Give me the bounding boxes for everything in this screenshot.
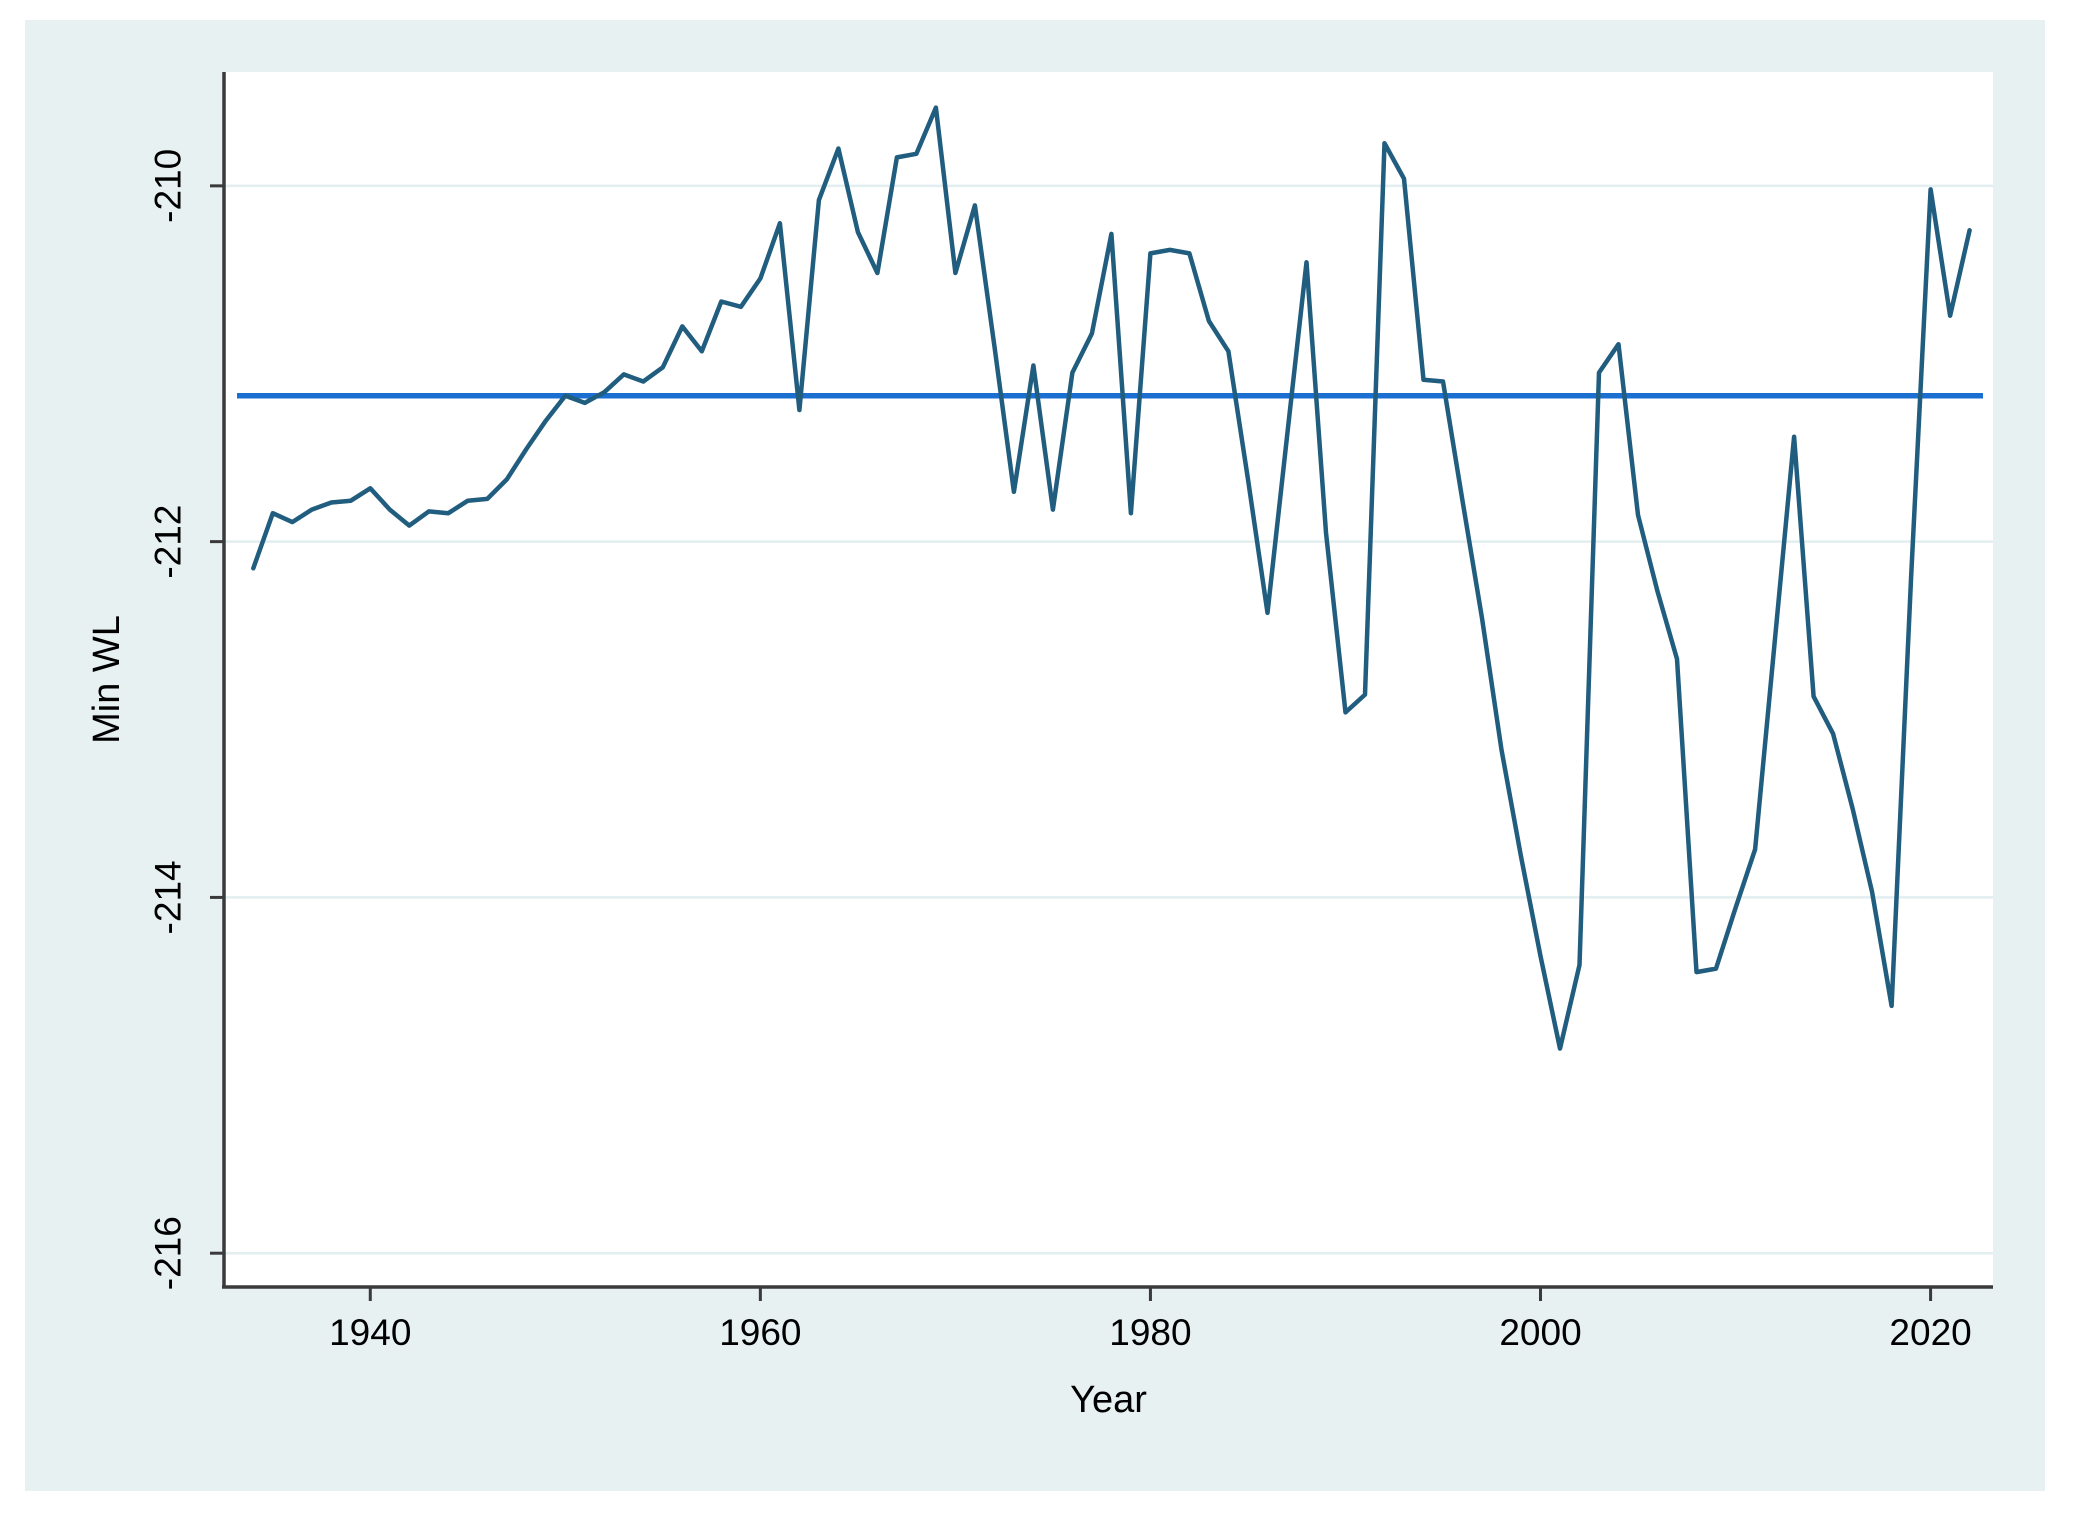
x-tick-label: 1940 [329,1312,411,1353]
y-axis-title: Min WL [86,615,128,744]
y-axis: -210 -212 -214 -216 [148,72,226,1290]
x-tick-label: 2020 [1889,1312,1971,1353]
y-tick-label: -216 [148,1216,189,1290]
y-tick-label: -210 [148,149,189,223]
x-tick-label: 2000 [1499,1312,1581,1353]
plot-area [224,72,1993,1287]
x-tick-label: 1980 [1109,1312,1191,1353]
x-axis-title: Year [1070,1379,1147,1421]
x-tick-label: 1960 [719,1312,801,1353]
y-tick-label: -212 [148,505,189,579]
min-wl-series-line [251,105,1972,1051]
x-axis: 1940 1960 1980 2000 2020 [222,1285,1993,1353]
y-tick-label: -214 [148,860,189,934]
figure-canvas: -210 -212 -214 -216 1940 1960 1980 2000 2020 Mi… [25,20,2045,1491]
horizontal-gridlines [224,184,1993,1255]
